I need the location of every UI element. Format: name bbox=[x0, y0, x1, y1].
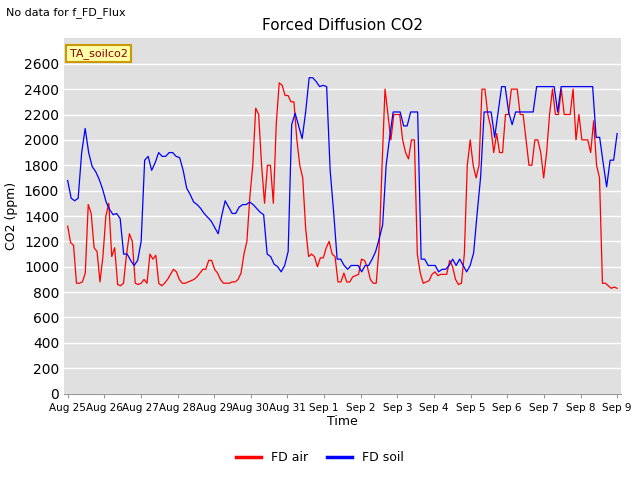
FD air bbox=[67, 240, 74, 246]
FD soil bbox=[368, 256, 376, 262]
FD soil bbox=[277, 269, 285, 275]
FD soil bbox=[64, 178, 72, 183]
Line: FD soil: FD soil bbox=[68, 78, 617, 272]
FD soil bbox=[158, 154, 166, 159]
FD air bbox=[231, 279, 239, 285]
Title: Forced Diffusion CO2: Forced Diffusion CO2 bbox=[262, 18, 423, 33]
FD air bbox=[598, 280, 606, 286]
FD air bbox=[64, 223, 72, 229]
Text: TA_soilco2: TA_soilco2 bbox=[70, 48, 127, 59]
FD soil bbox=[305, 75, 313, 81]
Line: FD air: FD air bbox=[68, 83, 617, 288]
FD air bbox=[120, 280, 127, 286]
FD air bbox=[246, 194, 253, 200]
FD soil bbox=[449, 256, 456, 262]
FD soil bbox=[613, 131, 621, 136]
Text: No data for f_FD_Flux: No data for f_FD_Flux bbox=[6, 7, 126, 18]
FD soil bbox=[263, 251, 271, 257]
FD air bbox=[613, 286, 621, 291]
FD air bbox=[264, 162, 271, 168]
Y-axis label: CO2 (ppm): CO2 (ppm) bbox=[5, 182, 19, 250]
FD soil bbox=[579, 84, 586, 89]
FD soil bbox=[120, 251, 127, 257]
Legend: FD air, FD soil: FD air, FD soil bbox=[231, 446, 409, 469]
FD air bbox=[275, 80, 283, 85]
FD air bbox=[607, 286, 615, 291]
X-axis label: Time: Time bbox=[327, 415, 358, 429]
